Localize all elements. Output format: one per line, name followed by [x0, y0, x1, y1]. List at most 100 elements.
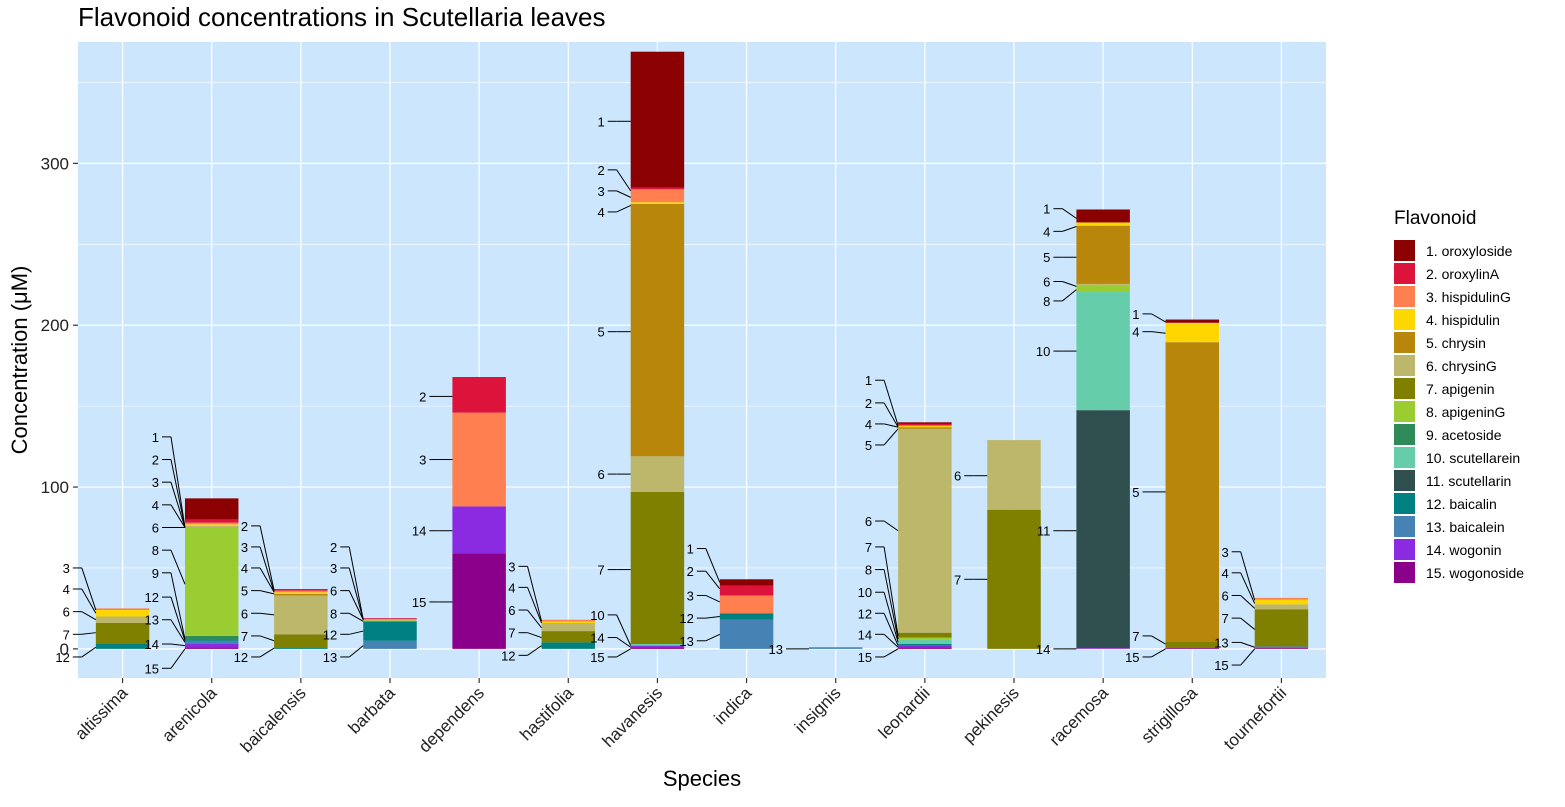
legend-swatch [1394, 309, 1415, 330]
legend-label: 3. hispidulinG [1426, 288, 1511, 305]
legend-swatch [1394, 493, 1415, 514]
segment-label-3: 3 [63, 561, 70, 576]
segment-label-10: 10 [590, 608, 604, 623]
legend-swatch [1394, 470, 1415, 491]
legend-label: 7. apigenin [1426, 380, 1495, 397]
legend-item-2: 2. oroxylinA [1394, 262, 1524, 285]
bar-segment-8 [184, 527, 239, 636]
y-tick-label: 300 [41, 154, 69, 173]
legend-label: 6. chrysinG [1426, 357, 1497, 374]
leader-line [1240, 595, 1256, 609]
segment-label-2: 2 [152, 453, 159, 468]
bar-segment-4 [95, 610, 150, 617]
bar-segment-15 [1254, 648, 1309, 649]
bar-segment-12 [898, 644, 952, 646]
legend-label: 11. scutellarin [1426, 472, 1512, 489]
bar-segment-2 [274, 588, 328, 591]
segment-label-8: 8 [1043, 294, 1050, 309]
segment-label-6: 6 [330, 584, 337, 599]
segment-label-6: 6 [1221, 588, 1228, 603]
leader-line [81, 611, 97, 621]
segment-label-15: 15 [145, 661, 159, 676]
legend-swatch [1394, 378, 1415, 399]
bar-segment-14 [184, 644, 239, 648]
legend-item-5: 5. chrysin [1394, 331, 1524, 354]
segment-label-7: 7 [865, 540, 872, 555]
bar-segment-11 [1076, 410, 1130, 649]
bar-segment-13 [184, 640, 239, 645]
segment-label-3: 3 [419, 453, 426, 468]
bar-segment-15 [1165, 648, 1220, 649]
legend-swatch [1394, 516, 1415, 537]
segment-label-2: 2 [687, 564, 694, 579]
segment-label-1: 1 [687, 542, 694, 557]
segment-label-3: 3 [330, 561, 337, 576]
bar-segment-3 [95, 608, 150, 611]
bar-segment-3 [541, 619, 596, 622]
x-tick-label-havanesis: havanesis [599, 683, 667, 751]
segment-label-12: 12 [145, 590, 159, 605]
segment-label-10: 10 [1036, 344, 1050, 359]
segment-labels-pekinesis: 67 [954, 469, 988, 587]
leader-line [260, 590, 275, 595]
leader-line [883, 402, 899, 428]
segment-labels-tournefortii: 3 4 6 7 13 15 [1214, 545, 1256, 673]
segment-label-7: 7 [1132, 629, 1139, 644]
segment-label-15: 15 [1125, 650, 1139, 665]
leader-line [616, 169, 632, 192]
segment-label-1: 1 [1132, 307, 1139, 322]
bar-segment-7 [95, 622, 150, 645]
bar-segment-7 [898, 632, 952, 638]
segment-label-12: 12 [323, 627, 337, 642]
segment-label-3: 3 [687, 588, 694, 603]
segment-label-13: 13 [679, 634, 693, 649]
leader-line [348, 645, 364, 658]
leader-line [1151, 635, 1166, 645]
segment-label-4: 4 [63, 582, 70, 597]
leader-line [883, 380, 899, 426]
segment-label-12: 12 [55, 650, 69, 665]
leader-line [705, 616, 720, 619]
bar-segment-7 [1254, 609, 1309, 647]
segment-label-15: 15 [412, 595, 426, 610]
bar-segment-8 [1076, 285, 1130, 293]
segment-label-4: 4 [865, 417, 872, 432]
leader-line [259, 567, 275, 593]
segment-label-12: 12 [501, 648, 515, 663]
segment-label-6: 6 [865, 514, 872, 529]
legend-item-1: 1. oroxyloside [1394, 239, 1524, 262]
bar-segment-6 [363, 619, 417, 621]
leader-line [260, 612, 275, 616]
bar-segment-7 [987, 509, 1041, 649]
bar-stack-tournefortii [1254, 597, 1309, 649]
bar-segment-15 [452, 553, 506, 649]
bar-segment-3 [630, 189, 685, 203]
bar-segment-6 [274, 595, 328, 635]
segment-label-7: 7 [63, 627, 70, 642]
segment-label-7: 7 [954, 572, 961, 587]
legend-item-13: 13. baicalein [1394, 515, 1524, 538]
segment-label-5: 5 [241, 584, 248, 599]
segment-label-3: 3 [597, 184, 604, 199]
leader-line [1062, 281, 1077, 287]
segment-labels-hastifolia: 3 4 6 7 12 [501, 559, 543, 663]
bars [95, 51, 1309, 649]
leader-line [705, 548, 721, 583]
leader-line [170, 436, 186, 528]
segment-label-2: 2 [419, 389, 426, 404]
bar-segment-13 [363, 640, 417, 649]
legend-label: 12. baicalin [1426, 495, 1497, 512]
bar-segment-15 [898, 647, 952, 649]
x-tick-label-arenicola: arenicola [158, 683, 221, 746]
leader-line [883, 546, 899, 637]
legend-swatch [1394, 562, 1415, 583]
leader-line [170, 572, 186, 640]
segment-label-3: 3 [508, 559, 515, 574]
bar-segment-14 [452, 506, 506, 554]
x-tick-label-insignis: insignis [791, 683, 845, 737]
leader-line [705, 570, 721, 590]
bar-segment-4 [898, 425, 952, 428]
bar-segment-6 [95, 616, 150, 623]
leader-line [616, 637, 631, 648]
bar-segment-1 [898, 422, 952, 424]
